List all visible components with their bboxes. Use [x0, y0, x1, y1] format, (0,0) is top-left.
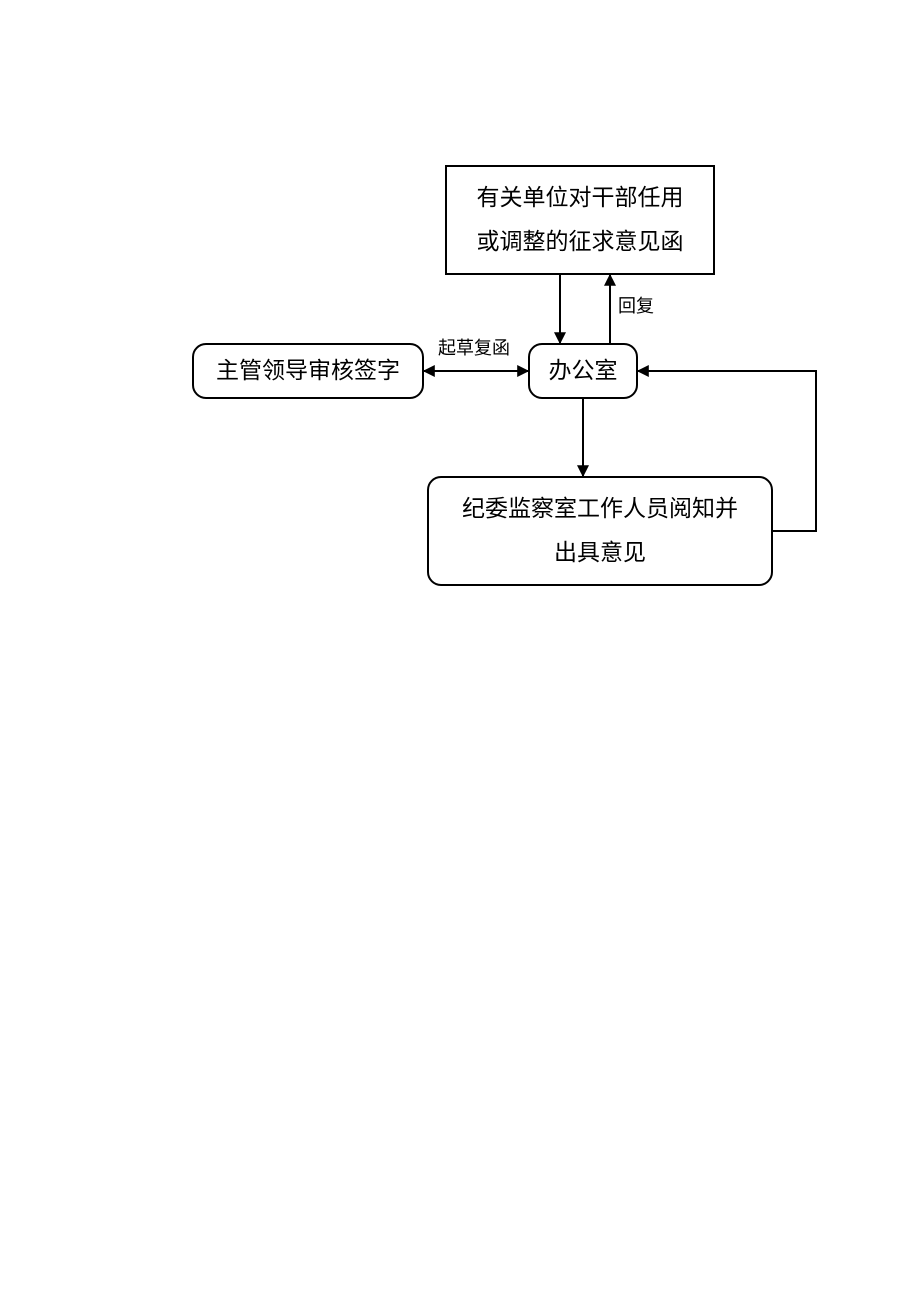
node-text: 有关单位对干部任用 — [477, 176, 684, 220]
node-text: 出具意见 — [462, 531, 738, 575]
edge-label-reply: 回复 — [618, 292, 654, 318]
node-request-letter: 有关单位对干部任用 或调整的征求意见函 — [445, 165, 715, 275]
node-office: 办公室 — [528, 343, 638, 399]
node-text: 办公室 — [549, 349, 618, 393]
node-text: 纪委监察室工作人员阅知并 — [462, 487, 738, 531]
node-leader-sign: 主管领导审核签字 — [192, 343, 424, 399]
flowchart-canvas: 有关单位对干部任用 或调整的征求意见函 办公室 主管领导审核签字 纪委监察室工作… — [0, 0, 920, 1301]
node-supervision-opinion: 纪委监察室工作人员阅知并 出具意见 — [427, 476, 773, 586]
node-text: 主管领导审核签字 — [216, 349, 400, 393]
node-text: 或调整的征求意见函 — [477, 220, 684, 264]
edge-label-draft-reply: 起草复函 — [438, 334, 510, 360]
